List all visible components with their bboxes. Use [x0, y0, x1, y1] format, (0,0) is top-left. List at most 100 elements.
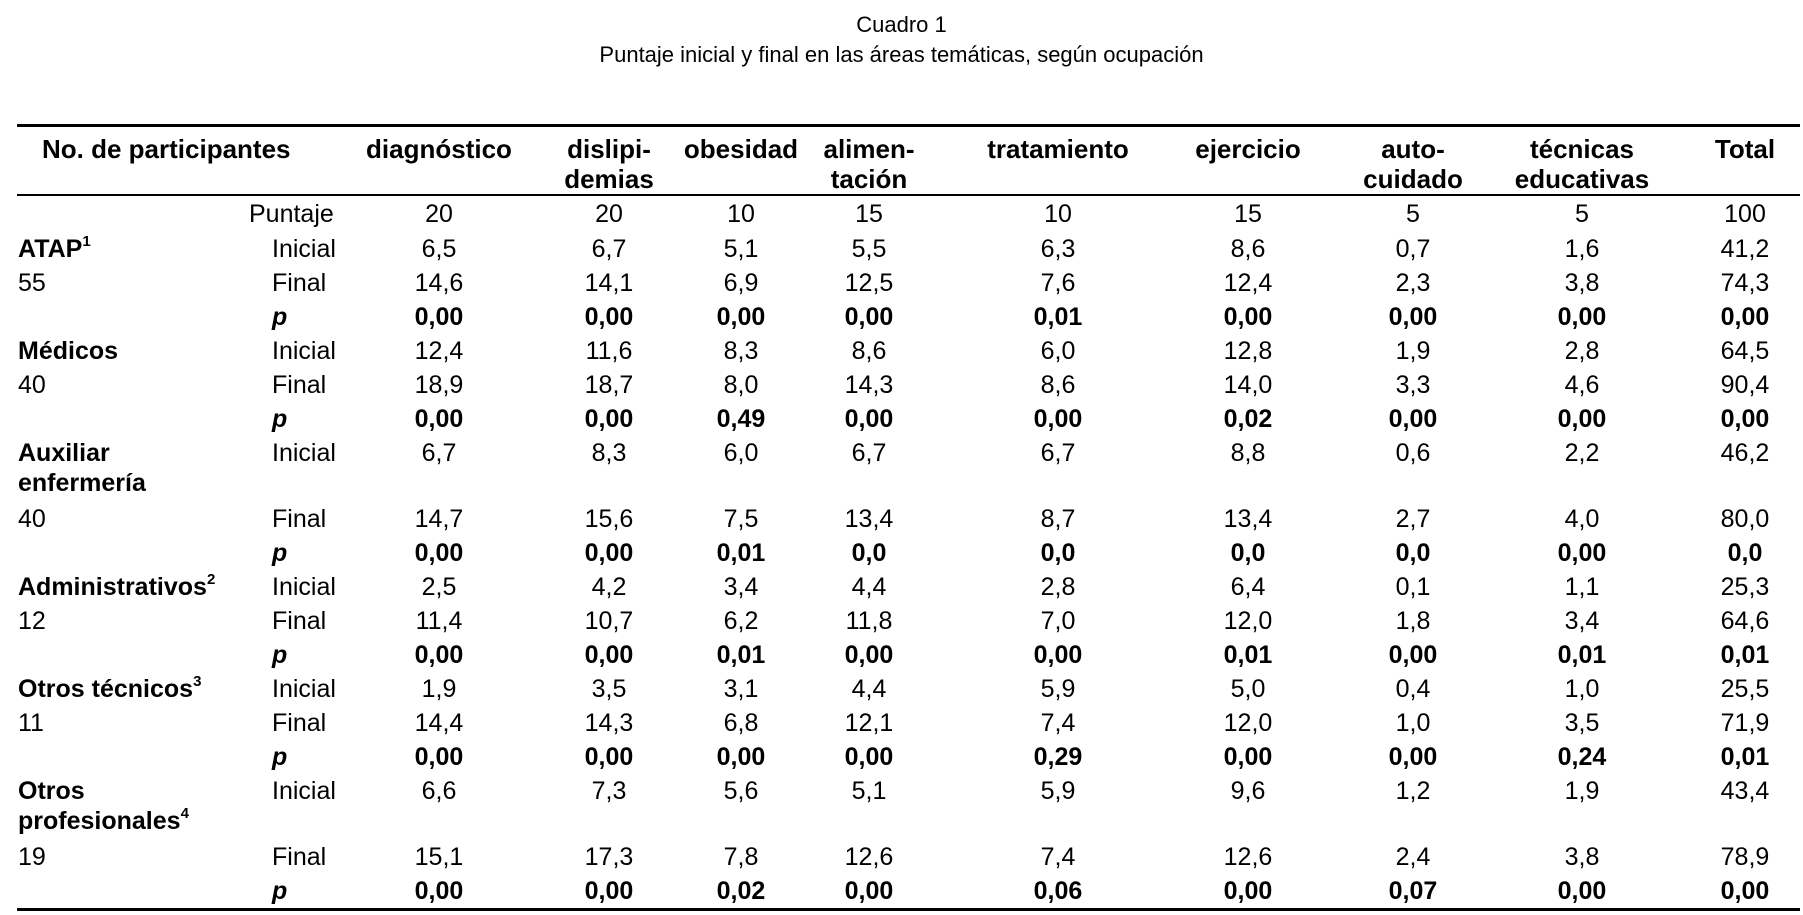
- score-value: 12,0: [1223, 607, 1273, 635]
- row-label-final: Final: [272, 269, 327, 297]
- score-value: 8,3: [723, 337, 759, 365]
- puntaje-label: Puntaje: [249, 200, 334, 228]
- p-value: 0,00: [1223, 743, 1273, 771]
- p-value: 0,00: [844, 405, 894, 433]
- score-value: 5,5: [851, 235, 887, 263]
- score-value: 5,0: [1230, 675, 1266, 703]
- p-value: 0,24: [1557, 743, 1607, 771]
- header-column-8: Total: [1690, 134, 1800, 164]
- score-value: 1,8: [1395, 607, 1431, 635]
- score-value: 78,9: [1720, 843, 1770, 871]
- score-value: 5,9: [1040, 675, 1076, 703]
- score-value: 5,9: [1040, 777, 1076, 805]
- score-value: 4,4: [851, 573, 887, 601]
- p-value: 0,00: [584, 877, 634, 905]
- p-value: 0,00: [1557, 303, 1607, 331]
- bottom-rule: [17, 908, 1800, 911]
- p-value: 0,06: [1033, 877, 1083, 905]
- header-column-6: auto-cuidado: [1333, 134, 1493, 194]
- score-value: 7,5: [723, 505, 759, 533]
- score-value: 9,6: [1230, 777, 1266, 805]
- score-value: 64,6: [1720, 607, 1770, 635]
- participant-count: 40: [18, 371, 46, 399]
- p-value: 0,00: [1557, 539, 1607, 567]
- header-column-line: educativas: [1514, 164, 1650, 194]
- score-value: 2,7: [1395, 505, 1431, 533]
- score-value: 1,0: [1395, 709, 1431, 737]
- score-value: 3,4: [1564, 607, 1600, 635]
- p-value: 0,01: [1720, 743, 1770, 771]
- header-column-line: tación: [830, 164, 908, 194]
- score-value: 8,3: [591, 439, 627, 467]
- p-value: 0,00: [1223, 877, 1273, 905]
- header-column-1: dislipi-demias: [539, 134, 679, 194]
- row-label-final: Final: [272, 607, 327, 635]
- score-value: 15,6: [584, 505, 634, 533]
- score-value: 14,4: [414, 709, 464, 737]
- participant-count: 11: [18, 709, 44, 737]
- p-value: 0,00: [716, 743, 766, 771]
- score-value: 64,5: [1720, 337, 1770, 365]
- score-value: 4,0: [1564, 505, 1600, 533]
- score-value: 43,4: [1720, 777, 1770, 805]
- header-column-line: diagnóstico: [366, 134, 512, 164]
- score-value: 71,9: [1720, 709, 1770, 737]
- score-value: 5,1: [851, 777, 887, 805]
- score-value: 12,8: [1223, 337, 1273, 365]
- p-value: 0,49: [716, 405, 766, 433]
- p-value: 0,00: [414, 877, 464, 905]
- p-value: 0,01: [1557, 641, 1607, 669]
- score-value: 2,8: [1564, 337, 1600, 365]
- p-value: 0,00: [1720, 405, 1770, 433]
- score-value: 6,0: [1040, 337, 1076, 365]
- score-value: 2,3: [1395, 269, 1431, 297]
- score-value: 7,4: [1040, 843, 1076, 871]
- header-rule: [17, 194, 1800, 196]
- p-value: 0,00: [844, 303, 894, 331]
- row-label-p: p: [272, 641, 288, 669]
- header-column-line: obesidad: [683, 134, 799, 164]
- score-value: 11,8: [845, 607, 893, 635]
- row-label-p: p: [272, 539, 288, 567]
- p-value: 0,0: [1230, 539, 1266, 567]
- puntaje-value: 10: [1044, 200, 1072, 228]
- score-value: 3,8: [1564, 843, 1600, 871]
- score-value: 12,6: [844, 843, 894, 871]
- row-label-inicial: Inicial: [272, 439, 336, 467]
- p-value: 0,00: [1720, 877, 1770, 905]
- p-value: 0,0: [1395, 539, 1431, 567]
- p-value: 0,00: [844, 641, 894, 669]
- group-name-text: Administrativos: [18, 573, 207, 601]
- p-value: 0,0: [1727, 539, 1763, 567]
- header-column-5: ejercicio: [1163, 134, 1333, 164]
- score-value: 7,3: [591, 777, 627, 805]
- row-label-p: p: [272, 303, 288, 331]
- p-value: 0,00: [414, 743, 464, 771]
- score-value: 4,6: [1564, 371, 1600, 399]
- header-column-line: ejercicio: [1195, 134, 1301, 164]
- header-column-0: diagnóstico: [344, 134, 534, 164]
- p-value: 0,00: [716, 303, 766, 331]
- footnote-mark: 1: [82, 232, 91, 250]
- header-column-4: tratamiento: [963, 134, 1153, 164]
- score-value: 6,3: [1040, 235, 1076, 263]
- score-value: 12,4: [414, 337, 464, 365]
- table-title: Puntaje inicial y final en las áreas tem…: [599, 42, 1204, 67]
- top-rule: [17, 124, 1800, 127]
- score-value: 14,6: [414, 269, 464, 297]
- score-value: 46,2: [1720, 439, 1770, 467]
- puntaje-value: 20: [595, 200, 623, 228]
- p-value: 0,00: [844, 877, 894, 905]
- score-value: 4,4: [851, 675, 887, 703]
- score-value: 8,0: [723, 371, 759, 399]
- score-value: 12,6: [1223, 843, 1273, 871]
- header-column-2: obesidad: [666, 134, 816, 164]
- group-name-line: profesionales4: [18, 804, 189, 835]
- group-name: Médicos: [18, 336, 258, 366]
- score-value: 5,1: [723, 235, 759, 263]
- group-name-line: Otros: [18, 777, 85, 805]
- row-label-inicial: Inicial: [272, 675, 336, 703]
- p-value: 0,00: [1033, 641, 1083, 669]
- score-value: 6,8: [723, 709, 759, 737]
- p-value: 0,00: [584, 743, 634, 771]
